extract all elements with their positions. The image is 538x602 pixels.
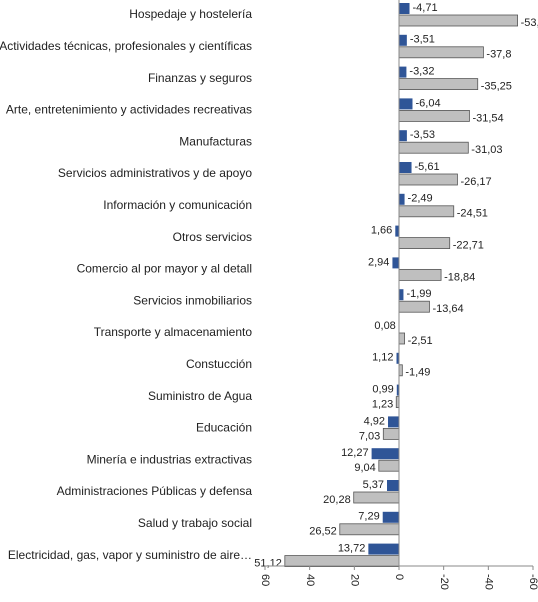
bar [399,15,518,26]
bar [399,174,457,185]
value-label: -26,17 [460,176,491,188]
category-label: Hospedaje y hostelería [129,7,252,21]
category-label: Comercio al por mayor y al detall [77,262,252,276]
value-label: 7,03 [359,430,380,442]
x-tick-label: -20 [438,574,450,590]
bar [340,524,399,535]
value-label: 4,92 [364,415,385,427]
x-tick-label: 0 [393,574,405,580]
bar [372,448,399,459]
category-label: Arte, entretenimiento y actividades recr… [6,103,252,117]
category-label: Información y comunicación [103,198,252,212]
value-label: 2,94 [368,256,389,268]
bar [399,130,407,141]
value-label: 1,23 [372,399,393,411]
category-label: Transporte y almacenamiento [94,325,253,339]
bar [383,512,399,523]
bar [399,206,454,217]
value-label: 13,72 [338,543,366,555]
value-label: 7,29 [358,511,379,523]
value-label: -3,51 [410,34,435,46]
category-label: Suministro de Agua [148,389,252,403]
bar [383,428,399,439]
value-label: 20,28 [323,494,351,506]
bar [399,67,406,78]
value-label: -2,51 [408,335,433,347]
value-label: 26,52 [309,526,337,538]
value-label: 12,27 [341,447,369,459]
bar [399,301,429,312]
bar [387,480,399,491]
value-label: -3,53 [410,129,435,141]
bar [399,194,405,205]
value-label: 1,12 [372,352,393,364]
bar [379,460,399,471]
category-label: Otros servicios [173,230,252,244]
category-label: Finanzas y seguros [148,71,252,85]
value-label: 0,08 [374,320,395,332]
value-label: -1,49 [405,367,430,379]
value-label: 51,12 [254,558,282,570]
bar [399,142,468,153]
bar [399,238,450,249]
value-label: -31,03 [471,144,502,156]
value-label: -4,71 [413,2,438,14]
value-label: -1,99 [406,288,431,300]
value-label: -2,49 [408,193,433,205]
bar [399,79,478,90]
bar [399,35,407,46]
value-label: 0,99 [372,384,393,396]
bar [368,544,399,555]
category-label: Minería e industrias extractivas [87,452,252,466]
bar [392,257,399,268]
value-label: -5,61 [415,161,440,173]
category-label: Salud y trabajo social [138,516,252,530]
value-label: -22,71 [453,240,484,252]
value-label: -37,8 [486,49,511,61]
value-label: 5,37 [363,479,384,491]
x-tick-label: -60 [527,574,538,590]
category-label: Manufacturas [179,134,252,148]
bar [395,226,399,237]
bar [399,162,412,173]
bar [285,556,399,567]
bar [399,3,410,14]
category-label: Educación [196,421,252,435]
value-label: -3,32 [409,66,434,78]
category-label: Electricidad, gas, vapor y suministro de… [8,548,252,562]
bar [399,110,469,121]
bar [388,416,399,427]
bar [399,269,441,280]
category-label: Servicios inmobiliarios [133,293,252,307]
value-label: -6,04 [415,97,440,109]
value-label: -31,54 [472,112,503,124]
bar [399,289,403,300]
bar [354,492,399,503]
category-label: Administraciones Públicas y defensa [57,484,253,498]
value-label: -35,25 [481,81,512,93]
x-tick-label: -40 [482,574,494,590]
value-label: -18,84 [444,271,475,283]
category-label: Servicios administrativos y de apoyo [58,166,252,180]
category-label: Constucción [186,357,252,371]
bar [399,47,483,58]
x-tick-label: 60 [259,574,271,586]
x-tick-label: 40 [304,574,316,586]
value-label: 9,04 [354,462,375,474]
value-label: -13,64 [432,303,463,315]
bar [399,333,405,344]
value-label: -53,1 [521,17,538,29]
value-label: 1,66 [371,225,392,237]
category-label: Actividades técnicas, profesionales y ci… [0,39,252,53]
value-label: -24,51 [457,208,488,220]
bar [399,98,412,109]
x-tick-label: 20 [348,574,360,586]
